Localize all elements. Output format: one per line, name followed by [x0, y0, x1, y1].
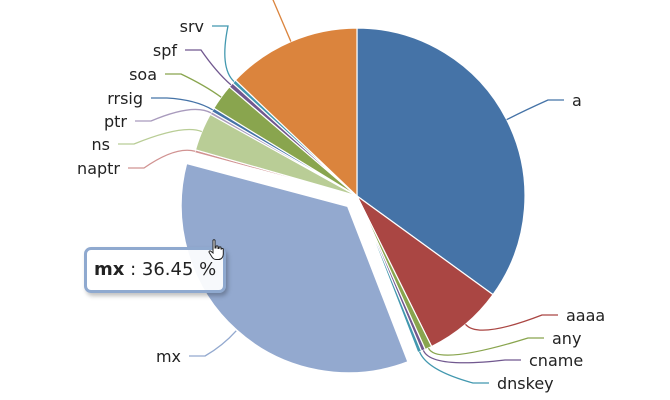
- tooltip-value: 36.45 %: [141, 259, 217, 280]
- connector-a: [506, 99, 564, 121]
- slice-label-ptr: ptr: [104, 112, 127, 131]
- slice-label-aaaa: aaaa: [566, 306, 605, 325]
- slice-label-ns: ns: [92, 135, 110, 154]
- connector-soa: [165, 73, 222, 98]
- connector-ptr: [135, 108, 212, 122]
- slice-label-any: any: [552, 329, 581, 348]
- slice-label-mx: mx: [156, 347, 181, 366]
- pie-slice-a[interactable]: [356, 27, 526, 296]
- slice-label-cname: cname: [529, 351, 583, 370]
- slice-label-dnskey: dnskey: [497, 374, 554, 393]
- connector-cname: [422, 350, 521, 364]
- slice-label-spf: spf: [153, 41, 177, 60]
- connector-naptr: [128, 149, 196, 169]
- tooltip-label: mx: [94, 259, 125, 280]
- connector-srv: [212, 25, 235, 83]
- pie-slice-mx[interactable]: [178, 160, 411, 376]
- slice-label-srv: srv: [180, 17, 204, 36]
- connector-any: [427, 337, 544, 356]
- connector-dnskey: [419, 351, 489, 384]
- tooltip-separator: :: [124, 259, 142, 280]
- slice-labels: aaaaaanycnamednskeymxnaptrnsptrrrsigsoas…: [77, 17, 605, 393]
- connector-txt: [272, 0, 292, 42]
- connector-ns: [118, 128, 203, 145]
- connector-mx: [189, 330, 237, 357]
- tooltip: mx : 36.45 %: [84, 247, 226, 293]
- slice-label-naptr: naptr: [77, 159, 120, 178]
- hand-cursor-icon: [208, 239, 224, 260]
- pie-slices: [178, 27, 526, 376]
- connector-aaaa: [464, 314, 558, 331]
- label-connectors: [118, 0, 564, 384]
- connector-rrsig: [151, 97, 214, 111]
- connector-spf: [185, 49, 232, 86]
- slice-label-rrsig: rrsig: [107, 89, 143, 108]
- slice-label-soa: soa: [129, 65, 157, 84]
- slice-label-a: a: [572, 91, 582, 110]
- pie-slice-txt[interactable]: [234, 27, 358, 197]
